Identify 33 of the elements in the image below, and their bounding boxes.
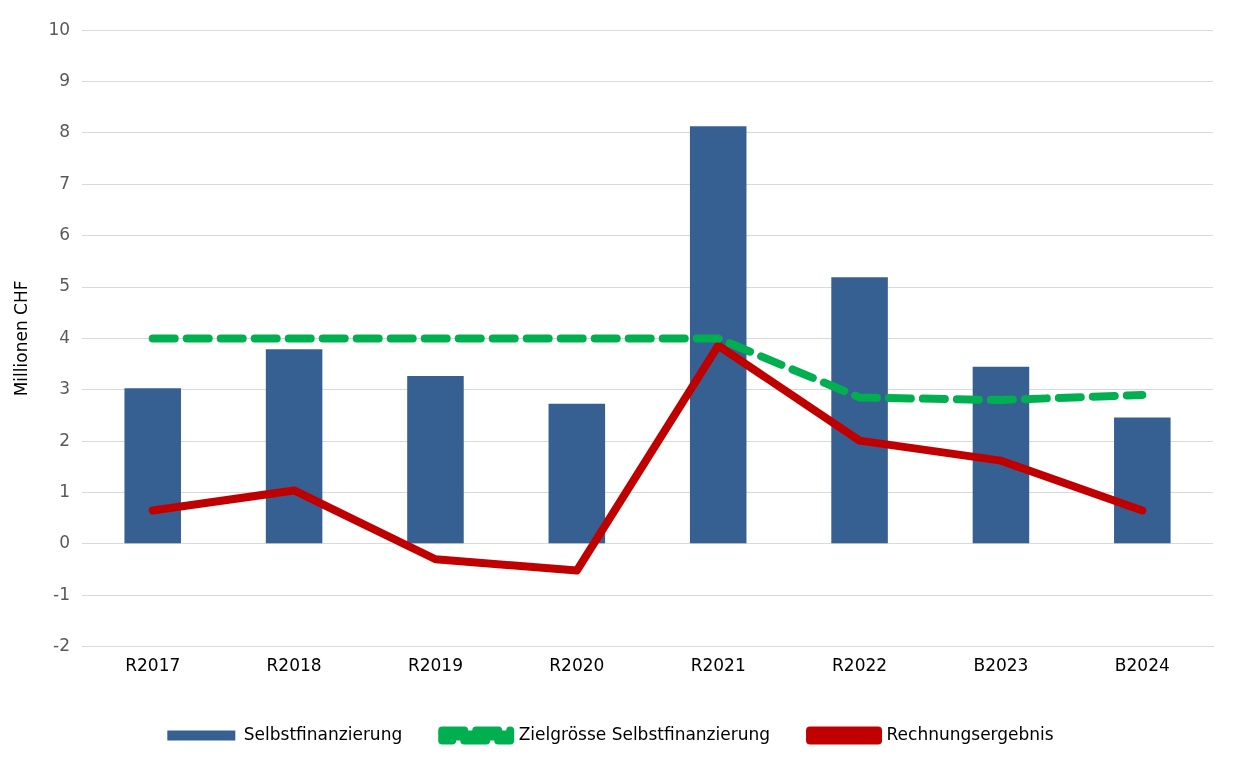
y-tick-label: -1 — [53, 583, 71, 604]
y-tick-label: 0 — [59, 532, 71, 553]
y-tick-label: 1 — [59, 480, 71, 501]
x-tick-label: R2019 — [407, 655, 463, 676]
y-tick-label: 6 — [59, 224, 71, 245]
legend-label: Selbstfinanzierung — [243, 723, 403, 744]
x-tick-label: B2023 — [973, 655, 1029, 676]
legend-label: Zielgrösse Selbstfinanzierung — [518, 723, 771, 744]
bar — [972, 366, 1030, 544]
bar — [548, 403, 606, 544]
y-tick-label: 2 — [59, 429, 71, 450]
bar — [124, 388, 181, 544]
bar — [831, 277, 888, 544]
bar — [689, 126, 747, 544]
y-tick-label: 10 — [48, 18, 71, 39]
y-tick-label: 4 — [59, 326, 71, 347]
y-axis-title: Millionen CHF — [10, 280, 31, 397]
y-tick-label: 7 — [59, 172, 71, 193]
x-tick-label: R2017 — [125, 655, 181, 676]
x-tick-label: B2024 — [1114, 655, 1170, 676]
x-tick-label: R2018 — [266, 655, 322, 676]
y-tick-label: 9 — [59, 69, 71, 90]
y-tick-label: 5 — [59, 275, 71, 296]
bar — [265, 349, 323, 544]
y-tick-label: 3 — [59, 378, 71, 399]
legend-label: Rechnungsergebnis — [886, 723, 1054, 744]
y-tick-label: 8 — [59, 121, 71, 142]
bar — [1114, 417, 1171, 544]
x-tick-label: R2022 — [832, 655, 888, 676]
x-tick-label: R2021 — [690, 655, 746, 676]
y-tick-label: -2 — [53, 635, 71, 656]
x-tick-label: R2020 — [549, 655, 605, 676]
bar — [407, 375, 464, 544]
